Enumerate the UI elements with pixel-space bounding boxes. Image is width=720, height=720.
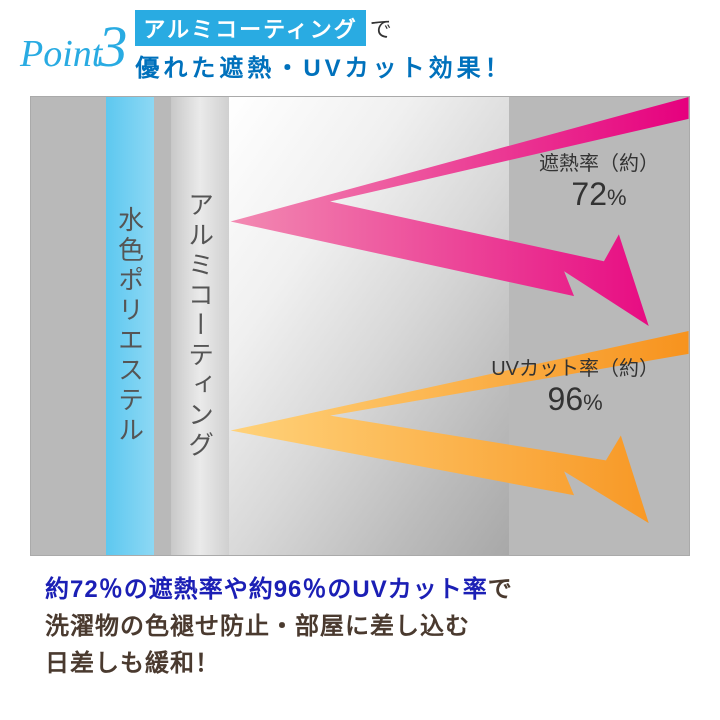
footer-highlight: 約72％の遮熱率や約96％のUVカット率 bbox=[45, 576, 488, 603]
layer-polyester-label: 水色ポリエステル bbox=[112, 206, 149, 446]
badge-suffix: で bbox=[370, 12, 392, 44]
header: Point 3 アルミコーティング で 優れた遮熱・UVカット効果！ bbox=[0, 0, 720, 88]
footer-line2: 洗濯物の色褪せ防止・部屋に差し込む bbox=[45, 613, 470, 640]
diagram-frame: 水色ポリエステル アルミコーティング 遮熱率（約） bbox=[30, 96, 690, 556]
stat-uv-unit: % bbox=[583, 390, 603, 415]
coating-badge: アルミコーティング bbox=[135, 10, 365, 46]
stat-heat-value-row: 72% bbox=[539, 176, 659, 213]
layer-polyester: 水色ポリエステル bbox=[106, 97, 154, 555]
subtitle: 優れた遮熱・UVカット効果！ bbox=[135, 48, 512, 83]
footer-line3: 日差しも緩和！ bbox=[45, 650, 220, 677]
stat-heat-label: 遮熱率（約） bbox=[539, 147, 659, 176]
stat-uv-value: 96 bbox=[548, 381, 584, 417]
badge-row: アルミコーティング で bbox=[135, 10, 512, 46]
stat-heat: 遮熱率（約） 72% bbox=[539, 147, 659, 213]
footer-text: 約72％の遮熱率や約96％のUVカット率で 洗濯物の色褪せ防止・部屋に差し込む … bbox=[0, 556, 720, 683]
panel-3d bbox=[229, 97, 509, 555]
layer-aluminum: アルミコーティング bbox=[171, 97, 229, 555]
stat-uv: UVカット率（約） 96% bbox=[491, 352, 659, 418]
layer-aluminum-label: アルミコーティング bbox=[182, 191, 219, 461]
point-word: Point bbox=[20, 32, 102, 76]
diagram: 水色ポリエステル アルミコーティング 遮熱率（約） bbox=[30, 96, 690, 556]
stat-heat-value: 72 bbox=[571, 176, 607, 212]
stat-heat-unit: % bbox=[607, 185, 627, 210]
header-text: アルミコーティング で 優れた遮熱・UVカット効果！ bbox=[135, 10, 512, 83]
stat-uv-label: UVカット率（約） bbox=[491, 352, 659, 381]
point-label-wrap: Point 3 bbox=[20, 13, 127, 80]
footer-rest1: で bbox=[488, 576, 513, 603]
point-number: 3 bbox=[98, 13, 127, 80]
stat-uv-value-row: 96% bbox=[491, 381, 659, 418]
